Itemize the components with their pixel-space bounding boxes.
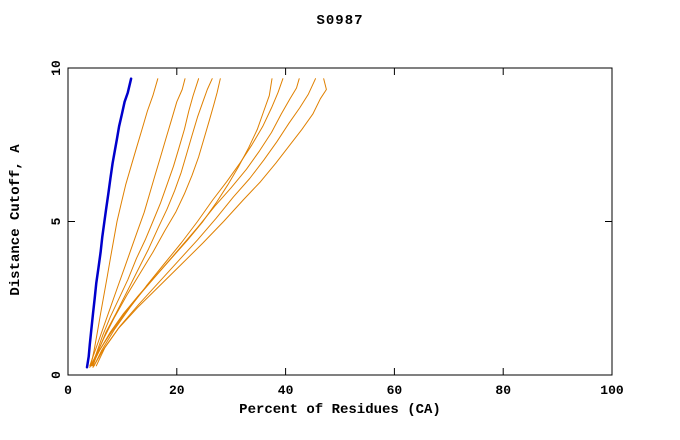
- x-tick-label: 60: [387, 383, 403, 398]
- series-model-08: [89, 78, 300, 368]
- chart-title: S0987: [316, 13, 364, 29]
- y-tick-label: 10: [49, 60, 64, 76]
- series-model-07: [93, 78, 284, 367]
- plot-border: [67, 67, 613, 376]
- series-model-05: [90, 78, 221, 367]
- series-model-03: [91, 78, 200, 367]
- x-tick-label: 100: [600, 383, 624, 398]
- x-tick-label: 0: [64, 383, 72, 398]
- x-tick-label: 20: [169, 383, 185, 398]
- series-model-04: [92, 78, 213, 367]
- series-best-model-blue: [85, 77, 133, 369]
- y-tick-label: 5: [49, 217, 64, 225]
- x-tick-label: 80: [495, 383, 511, 398]
- x-tick-label: 40: [278, 383, 294, 398]
- series-model-09: [95, 78, 316, 367]
- series-model-10: [92, 78, 327, 368]
- series-model-02: [89, 78, 186, 367]
- x-axis-label: Percent of Residues (CA): [239, 402, 441, 418]
- series-model-01: [90, 78, 159, 367]
- y-tick-label: 0: [49, 371, 64, 379]
